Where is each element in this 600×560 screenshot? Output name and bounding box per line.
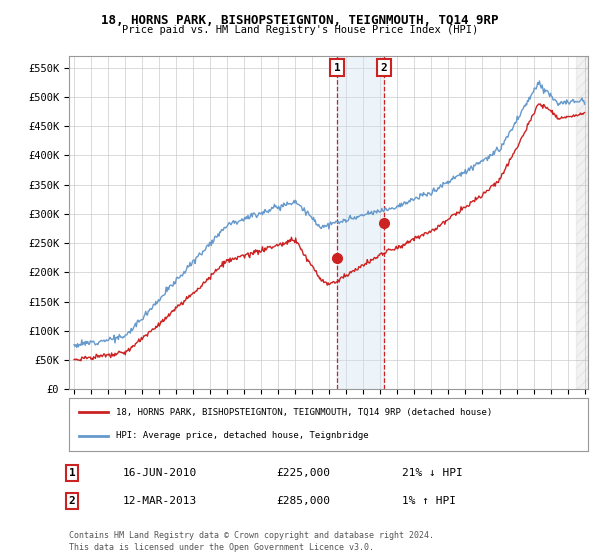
Text: 1: 1 bbox=[334, 63, 341, 73]
Bar bbox=[576, 56, 588, 389]
Text: Price paid vs. HM Land Registry's House Price Index (HPI): Price paid vs. HM Land Registry's House … bbox=[122, 25, 478, 35]
Text: 2: 2 bbox=[380, 63, 388, 73]
Text: 16-JUN-2010: 16-JUN-2010 bbox=[123, 468, 197, 478]
Text: 1% ↑ HPI: 1% ↑ HPI bbox=[402, 496, 456, 506]
Text: This data is licensed under the Open Government Licence v3.0.: This data is licensed under the Open Gov… bbox=[69, 543, 374, 552]
Text: 12-MAR-2013: 12-MAR-2013 bbox=[123, 496, 197, 506]
Text: 2: 2 bbox=[68, 496, 76, 506]
Text: 18, HORNS PARK, BISHOPSTEIGNTON, TEIGNMOUTH, TQ14 9RP (detached house): 18, HORNS PARK, BISHOPSTEIGNTON, TEIGNMO… bbox=[116, 408, 492, 417]
Text: Contains HM Land Registry data © Crown copyright and database right 2024.: Contains HM Land Registry data © Crown c… bbox=[69, 531, 434, 540]
Text: HPI: Average price, detached house, Teignbridge: HPI: Average price, detached house, Teig… bbox=[116, 431, 368, 440]
Bar bbox=[337, 56, 384, 389]
Text: 21% ↓ HPI: 21% ↓ HPI bbox=[402, 468, 463, 478]
Text: £225,000: £225,000 bbox=[276, 468, 330, 478]
Text: £285,000: £285,000 bbox=[276, 496, 330, 506]
Text: 18, HORNS PARK, BISHOPSTEIGNTON, TEIGNMOUTH, TQ14 9RP: 18, HORNS PARK, BISHOPSTEIGNTON, TEIGNMO… bbox=[101, 14, 499, 27]
Text: 1: 1 bbox=[68, 468, 76, 478]
